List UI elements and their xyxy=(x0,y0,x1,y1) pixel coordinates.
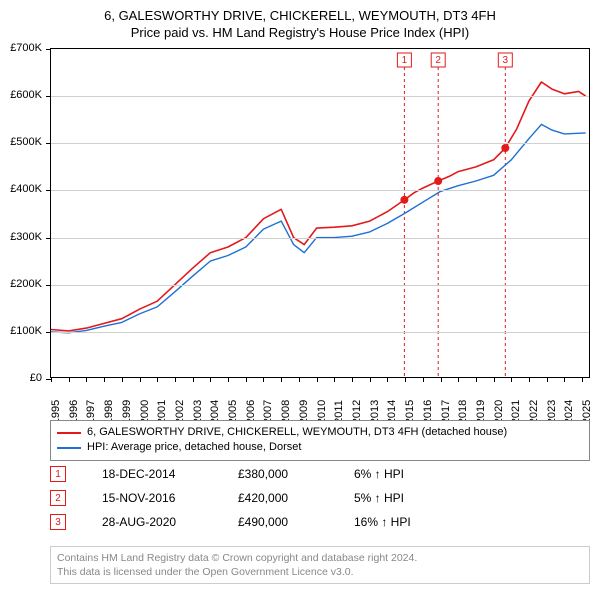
y-tick xyxy=(46,96,51,97)
markers-table: 1 18-DEC-2014 £380,000 6% ↑ HPI 2 15-NOV-2016… xyxy=(50,462,590,534)
chart-title: 6, GALESWORTHY DRIVE, CHICKERELL, WEYMOU… xyxy=(0,0,600,42)
marker-number: 1 xyxy=(402,55,408,66)
gridline xyxy=(51,143,589,144)
sale-point xyxy=(434,177,442,185)
title-line-2: Price paid vs. HM Land Registry's House … xyxy=(0,25,600,42)
title-line-1: 6, GALESWORTHY DRIVE, CHICKERELL, WEYMOU… xyxy=(0,8,600,25)
chart-svg: 1 2 3 xyxy=(51,49,589,377)
marker-pct: 16% ↑ HPI xyxy=(354,515,444,529)
marker-row: 3 28-AUG-2020 £490,000 16% ↑ HPI xyxy=(50,510,590,534)
y-tick xyxy=(46,49,51,50)
marker-index-box: 3 xyxy=(50,514,66,530)
legend-swatch xyxy=(57,432,81,434)
y-tick xyxy=(46,285,51,286)
y-tick-label: £500K xyxy=(10,136,42,148)
footer-line-2: This data is licensed under the Open Gov… xyxy=(57,565,583,579)
y-tick xyxy=(46,143,51,144)
gridline xyxy=(51,332,589,333)
chart-plot-area: 1 2 3 xyxy=(50,48,590,378)
x-axis-labels: 1995199619971998199920002001200220032004… xyxy=(50,380,590,418)
footer-attribution: Contains HM Land Registry data © Crown c… xyxy=(50,546,590,584)
marker-row: 2 15-NOV-2016 £420,000 5% ↑ HPI xyxy=(50,486,590,510)
gridline xyxy=(51,285,589,286)
legend-swatch xyxy=(57,447,81,449)
marker-date: 28-AUG-2020 xyxy=(102,515,202,529)
sale-point xyxy=(501,144,509,152)
y-tick-label: £600K xyxy=(10,89,42,101)
marker-number: 2 xyxy=(435,55,441,66)
sale-point xyxy=(400,196,408,204)
y-tick xyxy=(46,332,51,333)
gridline xyxy=(51,238,589,239)
y-tick-label: £100K xyxy=(10,325,42,337)
marker-index-box: 2 xyxy=(50,490,66,506)
legend-label: 6, GALESWORTHY DRIVE, CHICKERELL, WEYMOU… xyxy=(87,425,507,440)
legend-item: 6, GALESWORTHY DRIVE, CHICKERELL, WEYMOU… xyxy=(57,425,583,440)
y-tick-label: £0 xyxy=(30,372,42,384)
marker-date: 15-NOV-2016 xyxy=(102,491,202,505)
marker-row: 1 18-DEC-2014 £380,000 6% ↑ HPI xyxy=(50,462,590,486)
y-tick xyxy=(46,238,51,239)
y-tick-label: £200K xyxy=(10,278,42,290)
marker-price: £420,000 xyxy=(238,491,318,505)
legend: 6, GALESWORTHY DRIVE, CHICKERELL, WEYMOU… xyxy=(50,420,590,461)
marker-number: 3 xyxy=(503,55,509,66)
legend-item: HPI: Average price, detached house, Dors… xyxy=(57,440,583,455)
y-tick xyxy=(46,190,51,191)
marker-pct: 5% ↑ HPI xyxy=(354,491,444,505)
marker-price: £490,000 xyxy=(238,515,318,529)
footer-line-1: Contains HM Land Registry data © Crown c… xyxy=(57,551,583,565)
marker-date: 18-DEC-2014 xyxy=(102,467,202,481)
y-axis-labels: £0£100K£200K£300K£400K£500K£600K£700K xyxy=(0,48,46,378)
marker-price: £380,000 xyxy=(238,467,318,481)
gridline xyxy=(51,96,589,97)
y-tick-label: £300K xyxy=(10,231,42,243)
gridline xyxy=(51,190,589,191)
marker-pct: 6% ↑ HPI xyxy=(354,467,444,481)
y-tick-label: £700K xyxy=(10,42,42,54)
marker-index-box: 1 xyxy=(50,466,66,482)
y-tick-label: £400K xyxy=(10,183,42,195)
legend-label: HPI: Average price, detached house, Dors… xyxy=(87,440,301,455)
